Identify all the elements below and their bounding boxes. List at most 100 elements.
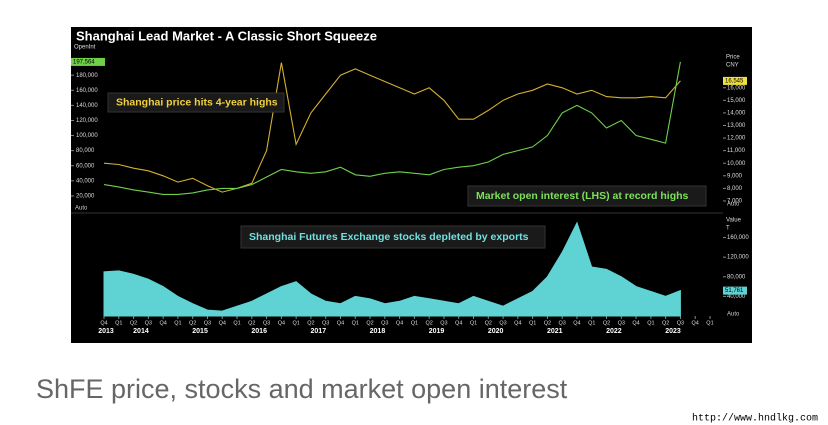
tick-label: 40,000 bbox=[727, 294, 746, 300]
chart-title: Shanghai Lead Market - A Classic Short S… bbox=[76, 28, 377, 43]
auto-label: Auto bbox=[727, 202, 740, 208]
x-year-label: 2015 bbox=[192, 328, 208, 335]
watermark: http://www.hndlkg.com bbox=[692, 413, 818, 425]
x-tick-label: Q4 bbox=[573, 320, 580, 326]
x-tick-label: Q4 bbox=[632, 320, 639, 326]
x-tick-label: Q3 bbox=[440, 320, 447, 326]
x-year-label: 2014 bbox=[133, 328, 149, 335]
x-tick-label: Q4 bbox=[396, 320, 403, 326]
current-value-box bbox=[723, 286, 747, 295]
tick-label: 13,000 bbox=[727, 123, 746, 129]
tick-label: 11,000 bbox=[727, 148, 746, 154]
tick-label: 140,000 bbox=[76, 103, 98, 109]
x-year-label: 2021 bbox=[547, 328, 563, 335]
x-tick-label: Q3 bbox=[263, 320, 270, 326]
x-tick-label: Q1 bbox=[233, 320, 240, 326]
y2-axis-label: Price bbox=[726, 55, 740, 61]
tick-label: 120,000 bbox=[727, 255, 749, 261]
x-tick-label: Q4 bbox=[219, 320, 226, 326]
y3-axis-label: Value bbox=[726, 218, 742, 224]
series-line bbox=[103, 62, 681, 193]
x-tick-label: Q4 bbox=[514, 320, 521, 326]
tick-label: 160,000 bbox=[76, 88, 98, 94]
current-value-label: 51,761 bbox=[725, 288, 744, 294]
y3-axis-label: T bbox=[726, 226, 730, 232]
x-tick-label: Q1 bbox=[588, 320, 595, 326]
annotation-box bbox=[107, 92, 285, 113]
x-tick-label: Q2 bbox=[544, 320, 551, 326]
current-value-label: 197,564 bbox=[73, 60, 95, 66]
y-axis-label: OpenInt bbox=[74, 45, 96, 51]
tick-label: 10,000 bbox=[727, 161, 746, 167]
x-tick-label: Q2 bbox=[366, 320, 373, 326]
tick-label: 80,000 bbox=[727, 274, 746, 280]
x-tick-label: Q1 bbox=[292, 320, 299, 326]
x-tick-label: Q1 bbox=[706, 320, 713, 326]
x-year-label: 2016 bbox=[251, 328, 267, 335]
x-year-label: 2023 bbox=[665, 328, 681, 335]
auto-label: Auto bbox=[75, 206, 88, 212]
tick-label: 12,000 bbox=[727, 136, 746, 142]
caption: ShFE price, stocks and market open inter… bbox=[36, 374, 568, 404]
tick-label: 9,000 bbox=[727, 173, 743, 179]
x-tick-label: Q3 bbox=[677, 320, 684, 326]
x-tick-label: Q4 bbox=[159, 320, 166, 326]
annotation: Shanghai Futures Exchange stocks deplete… bbox=[249, 231, 529, 243]
x-tick-label: Q2 bbox=[603, 320, 610, 326]
annotation-box bbox=[467, 185, 707, 207]
tick-label: 7,000 bbox=[727, 199, 743, 205]
tick-label: 160,000 bbox=[727, 235, 749, 241]
x-tick-label: Q3 bbox=[618, 320, 625, 326]
series-line bbox=[103, 61, 681, 195]
x-tick-label: Q3 bbox=[381, 320, 388, 326]
annotation: Market open interest (LHS) at record hig… bbox=[476, 190, 689, 202]
x-tick-label: Q3 bbox=[559, 320, 566, 326]
annotation-box bbox=[240, 225, 546, 249]
tick-label: 60,000 bbox=[76, 163, 95, 169]
x-year-label: 2022 bbox=[606, 328, 622, 335]
x-tick-label: Q2 bbox=[307, 320, 314, 326]
x-tick-label: Q4 bbox=[455, 320, 462, 326]
tick-label: 100,000 bbox=[76, 133, 98, 139]
tick-label: 120,000 bbox=[76, 118, 98, 124]
x-tick-label: Q1 bbox=[411, 320, 418, 326]
x-tick-label: Q4 bbox=[337, 320, 344, 326]
x-tick-label: Q3 bbox=[499, 320, 506, 326]
x-year-label: 2013 bbox=[98, 328, 114, 335]
x-year-label: 2020 bbox=[488, 328, 504, 335]
x-tick-label: Q1 bbox=[115, 320, 122, 326]
auto-label: Auto bbox=[727, 312, 740, 318]
x-tick-label: Q2 bbox=[425, 320, 432, 326]
x-tick-label: Q1 bbox=[529, 320, 536, 326]
y2-axis-label: CNY bbox=[726, 63, 739, 69]
x-tick-label: Q3 bbox=[322, 320, 329, 326]
x-year-label: 2018 bbox=[370, 328, 386, 335]
tick-label: 40,000 bbox=[76, 178, 95, 184]
x-tick-label: Q1 bbox=[352, 320, 359, 326]
x-tick-label: Q2 bbox=[485, 320, 492, 326]
tick-label: 8,000 bbox=[727, 186, 743, 192]
x-tick-label: Q2 bbox=[248, 320, 255, 326]
x-tick-label: Q2 bbox=[130, 320, 137, 326]
x-tick-label: Q4 bbox=[100, 320, 107, 326]
x-year-label: 2019 bbox=[429, 328, 445, 335]
x-tick-label: Q1 bbox=[174, 320, 181, 326]
x-tick-label: Q2 bbox=[189, 320, 196, 326]
annotation: Shanghai price hits 4-year highs bbox=[116, 96, 278, 108]
x-tick-label: Q1 bbox=[647, 320, 654, 326]
series-area bbox=[103, 221, 681, 317]
current-value-box bbox=[723, 76, 747, 85]
current-value-box bbox=[71, 57, 105, 66]
tick-label: 15,000 bbox=[727, 98, 746, 104]
tick-label: 20,000 bbox=[76, 193, 95, 199]
x-tick-label: Q4 bbox=[278, 320, 285, 326]
tick-label: 180,000 bbox=[76, 73, 98, 79]
current-value-label: 16,545 bbox=[725, 78, 744, 84]
x-tick-label: Q3 bbox=[145, 320, 152, 326]
x-tick-label: Q2 bbox=[662, 320, 669, 326]
x-tick-label: Q3 bbox=[204, 320, 211, 326]
tick-label: 14,000 bbox=[727, 110, 746, 116]
x-tick-label: Q4 bbox=[692, 320, 699, 326]
x-year-label: 2017 bbox=[311, 328, 327, 335]
